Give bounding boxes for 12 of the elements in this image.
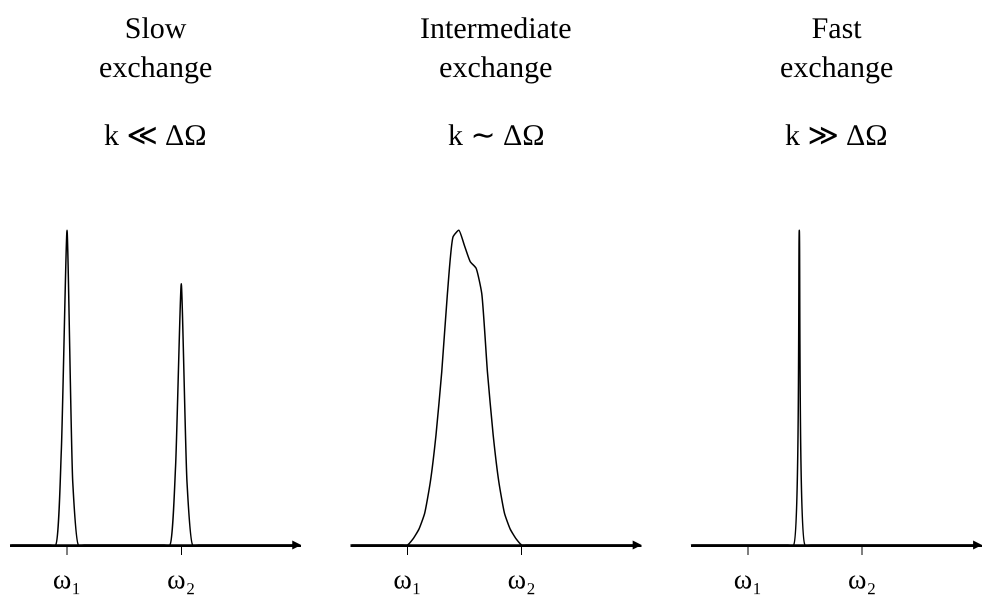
x-tick-label: ω₁ [734, 564, 762, 596]
x-tick-label: ω₁ [52, 564, 82, 596]
chart-subtitle: k ≫ ΔΩ [785, 119, 888, 152]
x-tick-label: ω₂ [167, 564, 196, 596]
chart-title: Intermediate exchange [420, 12, 572, 84]
chart-subtitle: k ∼ ΔΩ [448, 119, 545, 152]
chart-title: Fast exchange [780, 12, 894, 84]
x-tick-label: ω₂ [508, 564, 536, 596]
x-tick-label: ω₂ [848, 564, 876, 596]
x-tick-label: ω₁ [393, 564, 422, 596]
chart-subtitle: k ≪ ΔΩ [104, 119, 207, 152]
chart-title: Slow exchange [99, 12, 212, 84]
